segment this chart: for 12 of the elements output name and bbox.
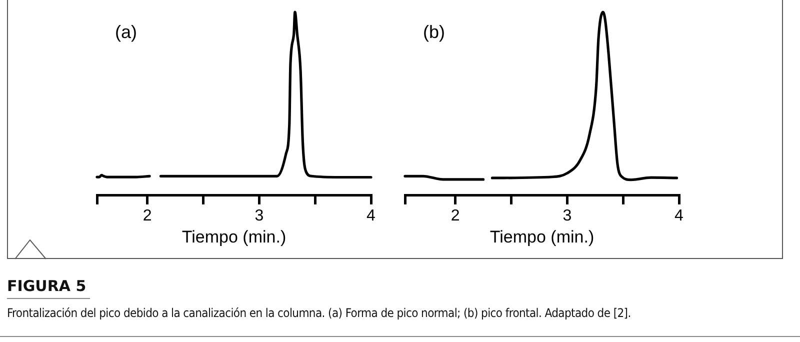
text: Frontalización del pico debido a la canalización en la columna. (a) Forma de pico normal; (b) pico frontal. Adaptado de [2]. [7,306,632,320]
x-tick-label: 2 [450,207,460,224]
x-tick-label: 4 [366,207,376,224]
x-tick-label: 2 [142,207,152,224]
text: FIGURA 5 [7,277,90,299]
x-tick-label: 3 [562,207,572,224]
text: (b) [423,22,445,42]
x-tick-label: 3 [254,207,264,224]
x-tick-label: 4 [674,207,684,224]
text: (a) [115,22,137,42]
x-axis-title: Tiempo (min.) [182,227,286,246]
x-axis-title: Tiempo (min.) [490,227,594,246]
